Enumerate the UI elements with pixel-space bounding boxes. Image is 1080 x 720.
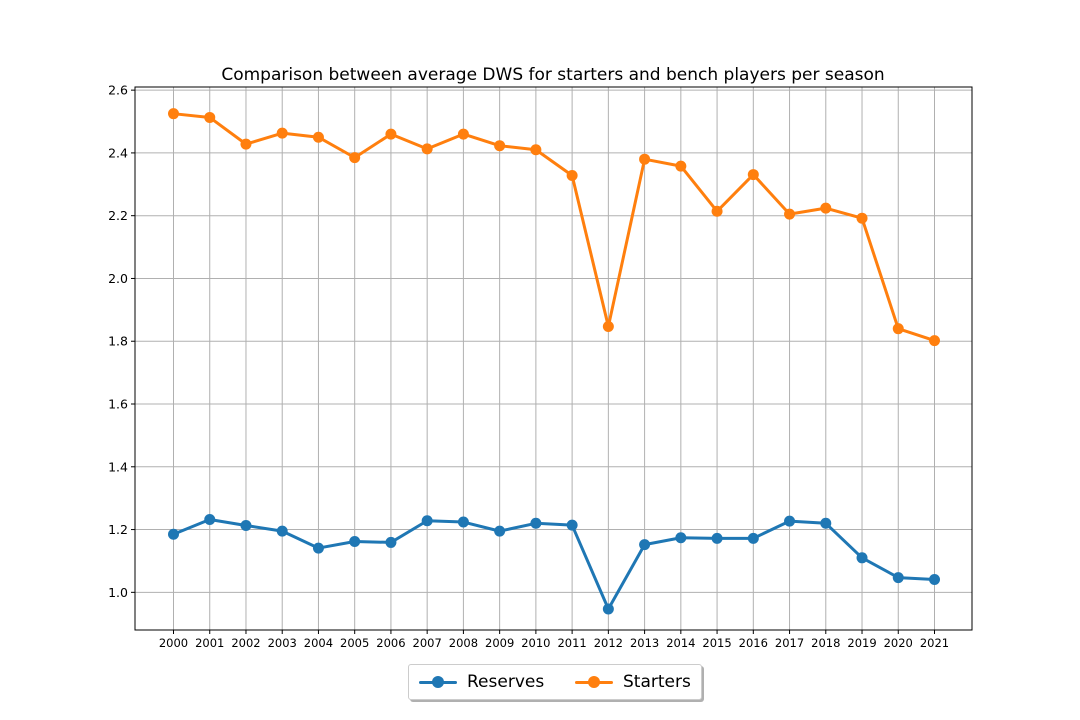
- x-tick-label: 2017: [775, 636, 804, 650]
- x-tick-label: 2016: [739, 636, 768, 650]
- y-tick-label: 1.6: [108, 397, 128, 412]
- data-point-reserves: [349, 535, 361, 547]
- x-tick-label: 2005: [340, 636, 369, 650]
- data-point-reserves: [675, 532, 687, 544]
- series-reserves: [168, 514, 940, 615]
- data-point-reserves: [168, 528, 179, 540]
- data-point-starters: [566, 170, 578, 182]
- data-point-reserves: [276, 525, 288, 537]
- data-point-reserves: [530, 517, 542, 529]
- data-point-starters: [929, 335, 940, 347]
- legend-label-reserves: Reserves: [467, 672, 545, 692]
- x-tick-label: 2009: [485, 636, 514, 650]
- y-tick-label: 2.2: [108, 208, 128, 223]
- data-point-reserves: [929, 573, 940, 585]
- data-point-starters: [240, 138, 252, 150]
- data-point-reserves: [856, 552, 868, 564]
- legend: Reserves Starters: [408, 664, 702, 700]
- x-tick-label: 2011: [557, 636, 586, 650]
- data-point-reserves: [312, 542, 324, 554]
- x-tick-label: 2019: [847, 636, 876, 650]
- data-point-starters: [385, 128, 397, 140]
- series-layer: [168, 108, 940, 615]
- legend-swatch-starters: [573, 665, 615, 699]
- series-line-starters: [172, 112, 936, 343]
- x-tick-label: 2006: [376, 636, 405, 650]
- data-point-starters: [421, 143, 433, 155]
- y-tick-label: 1.2: [108, 522, 128, 537]
- legend-item-starters: Starters: [573, 665, 691, 699]
- x-tick-label: 2014: [666, 636, 695, 650]
- x-tick-label: 2013: [630, 636, 659, 650]
- x-tick-label: 2001: [195, 636, 224, 650]
- data-point-reserves: [820, 517, 832, 529]
- data-point-starters: [204, 111, 216, 123]
- data-point-starters: [675, 160, 687, 172]
- data-point-reserves: [639, 539, 651, 551]
- data-point-starters: [530, 144, 542, 156]
- x-tick-label: 2002: [231, 636, 260, 650]
- data-point-reserves: [457, 516, 469, 528]
- data-point-reserves: [240, 519, 252, 531]
- data-point-reserves: [747, 532, 759, 544]
- data-point-reserves: [711, 532, 723, 544]
- y-tick-label: 2.6: [108, 83, 128, 98]
- data-point-starters: [820, 202, 832, 214]
- plot-area: [134, 86, 973, 631]
- data-point-starters: [639, 153, 651, 165]
- data-point-starters: [856, 212, 868, 224]
- x-tick-label: 2000: [159, 636, 188, 650]
- data-point-reserves: [204, 514, 216, 526]
- x-tick-label: 2021: [920, 636, 949, 650]
- data-point-reserves: [566, 519, 578, 531]
- x-tick-label: 2004: [304, 636, 333, 650]
- data-point-reserves: [892, 572, 904, 584]
- series-starters: [168, 108, 940, 347]
- data-point-reserves: [421, 515, 433, 527]
- x-tick-label: 2003: [268, 636, 297, 650]
- data-point-starters: [892, 323, 904, 335]
- data-point-reserves: [784, 515, 796, 527]
- chart-title: Comparison between average DWS for start…: [221, 65, 884, 85]
- y-tick-label: 1.0: [108, 585, 128, 600]
- series-line-reserves: [172, 518, 936, 611]
- data-point-starters: [349, 152, 361, 164]
- legend-swatch-reserves: [417, 665, 459, 699]
- x-tick-label: 2007: [413, 636, 442, 650]
- y-tick-label: 1.4: [108, 459, 128, 474]
- x-tick-label: 2015: [702, 636, 731, 650]
- x-tick-label: 2020: [884, 636, 913, 650]
- y-tick-label: 2.4: [108, 145, 128, 160]
- x-tick-label: 2008: [449, 636, 478, 650]
- data-point-starters: [494, 140, 506, 152]
- legend-item-reserves: Reserves: [417, 665, 544, 699]
- data-point-starters: [276, 127, 288, 139]
- data-point-starters: [711, 205, 723, 217]
- data-point-starters: [602, 320, 614, 332]
- data-point-starters: [312, 131, 324, 143]
- data-point-reserves: [602, 603, 614, 615]
- data-point-starters: [457, 128, 469, 140]
- data-point-starters: [784, 208, 796, 220]
- x-tick-label: 2010: [521, 636, 550, 650]
- data-point-reserves: [385, 536, 397, 548]
- y-tick-label: 1.8: [108, 334, 128, 349]
- grid: [135, 87, 972, 630]
- x-tick-label: 2018: [811, 636, 840, 650]
- data-point-reserves: [494, 525, 506, 537]
- data-point-starters: [168, 108, 179, 120]
- y-tick-label: 2.0: [108, 271, 128, 286]
- axis-ticks: 2000 2001 2002 2003 2004 2005 2006 2007 2008 2009…: [108, 83, 949, 650]
- x-tick-label: 2012: [594, 636, 623, 650]
- legend-label-starters: Starters: [623, 672, 691, 692]
- data-point-starters: [747, 169, 759, 181]
